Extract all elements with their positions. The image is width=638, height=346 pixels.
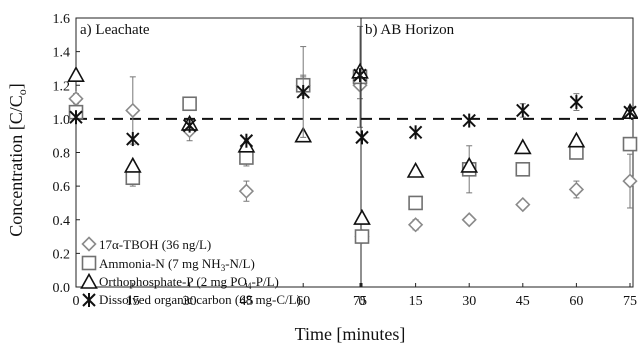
data-point-tboh — [568, 181, 585, 198]
x-tick-label: 45 — [516, 294, 530, 309]
data-point-doc — [355, 130, 369, 145]
legend: 17α-TBOH (36 ng/L) Ammonia-N (7 mg NH3-N… — [80, 236, 301, 307]
legend-item-doc: Dissolved organic carbon (68 mg-C/L) — [82, 292, 301, 307]
x-tick-label: 60 — [296, 294, 310, 309]
legend-symbol-tboh — [81, 236, 97, 252]
data-point-nh3 — [408, 195, 423, 211]
data-point-doc — [462, 113, 476, 128]
data-point-nh3 — [125, 170, 141, 186]
x-tick-label: 75 — [623, 294, 637, 309]
legend-label-doc: Dissolved organic carbon (68 mg-C/L) — [99, 292, 301, 307]
data-point-po4 — [123, 156, 142, 173]
x-tick-label: 30 — [462, 294, 476, 309]
series-doc — [355, 93, 637, 145]
x-tick-label: 30 — [183, 294, 197, 309]
plot-frame — [360, 17, 634, 288]
series-po4 — [353, 103, 638, 225]
y-tick-label: 1.4 — [53, 46, 71, 61]
legend-label-tboh: 17α-TBOH (36 ng/L) — [99, 237, 211, 252]
x-tick-label: 0 — [73, 294, 80, 309]
x-tick-label: 0 — [359, 294, 366, 309]
x-tick-label: 75 — [353, 294, 367, 309]
data-point-nh3 — [569, 145, 584, 160]
y-tick-label: 1.6 — [53, 12, 71, 27]
data-point-po4 — [567, 131, 586, 148]
legend-symbol-doc — [82, 293, 96, 307]
y-tick-label: 1.0 — [53, 113, 71, 128]
panel-title: a) Leachate — [80, 22, 150, 38]
data-point-doc — [569, 95, 584, 110]
series-doc — [69, 46, 367, 148]
y-tick-label: 0.8 — [53, 147, 71, 162]
legend-symbol-po4 — [80, 272, 98, 289]
series-nh3 — [68, 25, 368, 187]
data-point-po4 — [67, 66, 85, 82]
y-axis-label: Concentration [C/Co] — [6, 83, 29, 236]
x-tick-label: 15 — [409, 294, 423, 309]
data-point-tboh — [125, 102, 141, 119]
legend-symbol-nh3 — [81, 255, 97, 271]
data-point-tboh — [622, 173, 638, 189]
data-point-po4 — [353, 208, 371, 225]
y-tick-label: 0.0 — [53, 281, 71, 296]
y-tick-label: 0.6 — [53, 180, 71, 195]
data-point-doc — [126, 132, 140, 147]
legend-item-tboh: 17α-TBOH (36 ng/L) — [81, 236, 211, 252]
panel-title: b) AB Horizon — [365, 22, 455, 38]
legend-marker-triangle — [80, 272, 98, 289]
data-point-doc — [516, 103, 530, 118]
series-nh3 — [354, 136, 638, 244]
data-point-po4 — [406, 161, 425, 178]
data-point-doc — [623, 105, 637, 120]
x-axis-label: Time [minutes] — [295, 324, 406, 344]
y-tick-label: 0.4 — [53, 214, 71, 229]
y-tick-label: 1.2 — [53, 79, 71, 94]
series-tboh — [354, 153, 638, 245]
legend-label-orthophosphate: Orthophosphate-P (2 mg PO4-P/L) — [99, 274, 279, 291]
panel-ab-horizon: 0 15 30 45 60 75 b) AB Horizon — [353, 17, 638, 309]
x-tick-label: 45 — [239, 294, 253, 309]
data-point-po4 — [460, 156, 479, 173]
x-tick-label: 15 — [126, 294, 140, 309]
data-point-tboh — [238, 183, 255, 199]
data-point-nh3 — [354, 229, 370, 244]
data-point-nh3 — [182, 96, 197, 112]
legend-marker-diamond — [81, 236, 97, 252]
data-point-tboh — [68, 91, 84, 107]
x-tick-label: 60 — [569, 294, 583, 309]
legend-item-ammonia: Ammonia-N (7 mg NH3-N/L) — [81, 255, 255, 273]
legend-marker-star — [82, 293, 96, 307]
legend-item-orthophosphate: Orthophosphate-P (2 mg PO4-P/L) — [80, 272, 279, 291]
data-point-tboh — [515, 196, 531, 213]
data-point-po4 — [513, 138, 532, 155]
data-point-tboh — [407, 217, 424, 233]
data-point-nh3 — [622, 136, 638, 152]
data-point-doc — [239, 133, 254, 148]
data-point-tboh — [461, 212, 477, 228]
data-point-doc — [182, 118, 197, 133]
data-point-doc — [69, 110, 83, 125]
legend-label-ammonia: Ammonia-N (7 mg NH3-N/L) — [99, 256, 255, 273]
y-tick-label: 0.2 — [53, 247, 71, 262]
data-point-doc — [353, 68, 367, 83]
data-point-doc — [296, 84, 310, 99]
data-point-nh3 — [239, 150, 254, 165]
series-tboh — [68, 71, 368, 202]
panel-leachate: 0 15 30 45 60 75 0.0 0.2 0.4 0.6 0.8 1.0 1.2 1.4 1.6 a)… — [53, 12, 369, 309]
legend-marker-square — [81, 255, 97, 271]
data-point-doc — [408, 125, 423, 140]
data-point-nh3 — [515, 162, 531, 177]
